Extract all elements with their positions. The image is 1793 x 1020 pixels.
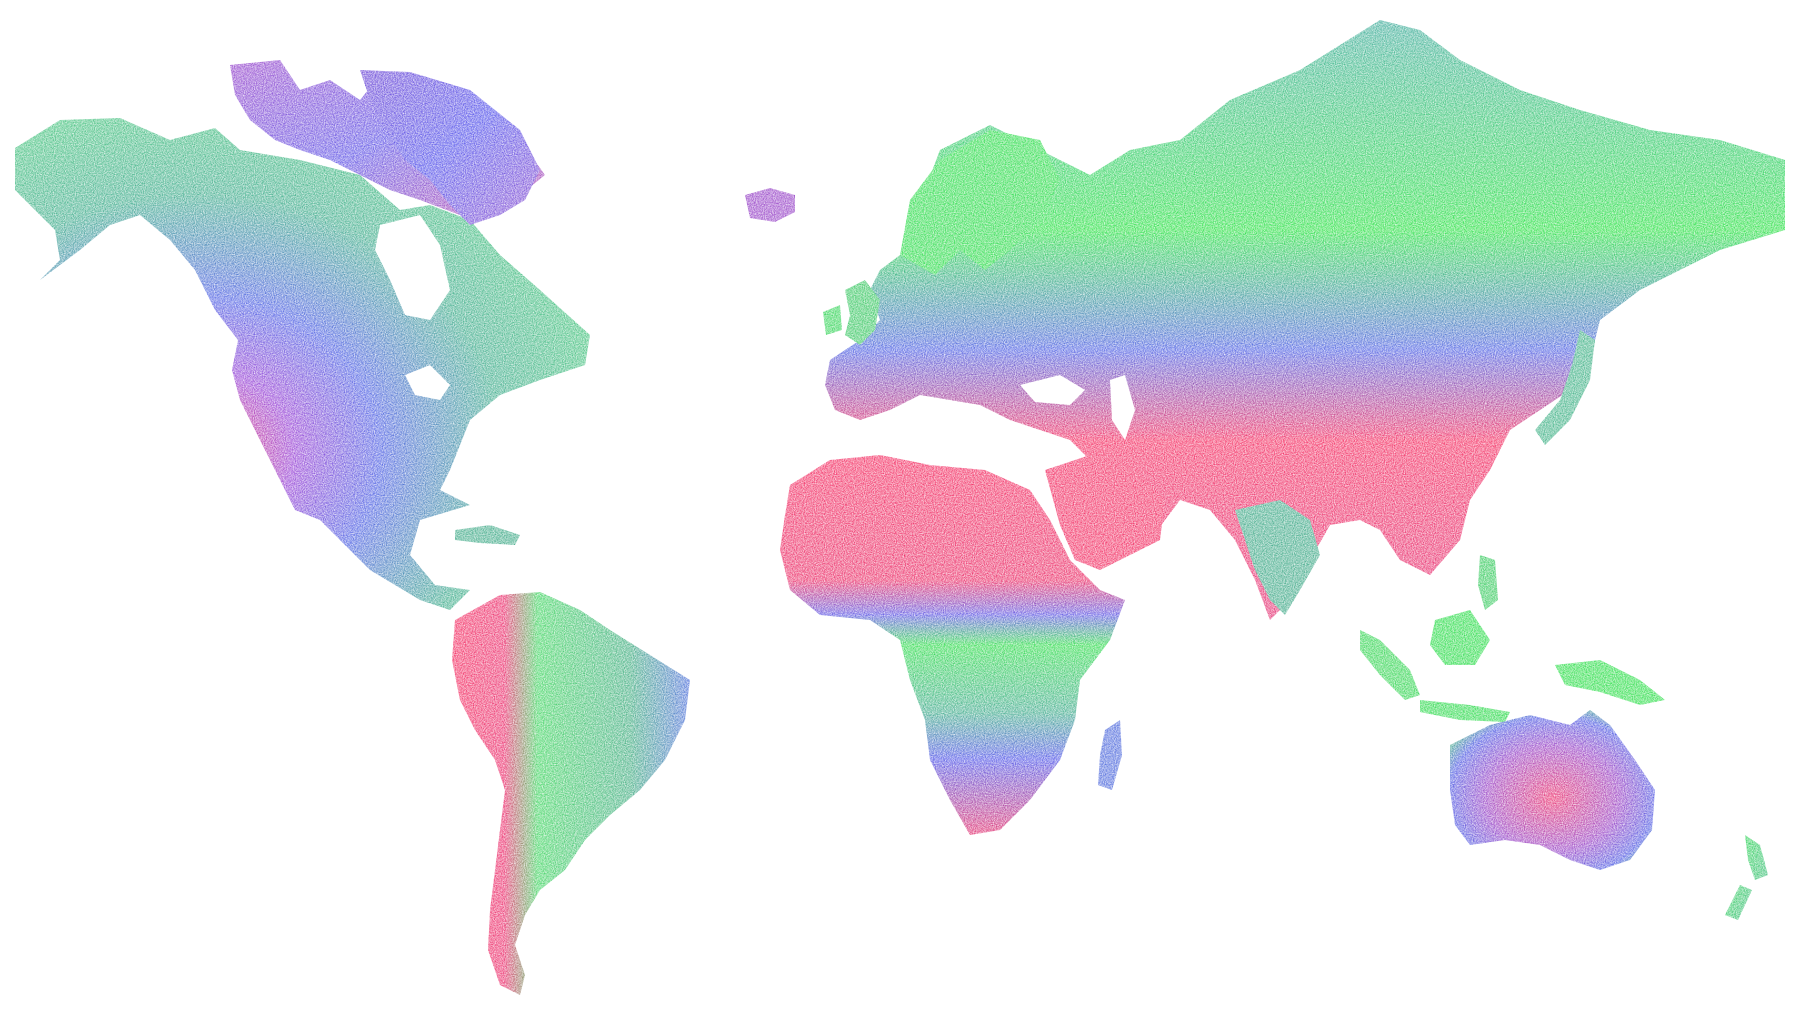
java [1420,700,1510,722]
eurasia [825,20,1785,620]
australia [1450,710,1655,870]
sumatra [1360,630,1420,700]
scandinavia [900,130,1060,275]
indonesia-borneo [1430,610,1490,665]
iceland [745,188,795,222]
british-isles [845,280,880,345]
ireland [823,305,842,335]
arabian-peninsula [1045,455,1165,570]
north-america [15,118,590,610]
new-zealand [1725,835,1768,920]
madagascar [1098,720,1122,790]
new-guinea [1555,660,1665,705]
philippines [1478,555,1498,610]
south-america [452,592,690,995]
japan [1535,330,1595,445]
caribbean-islands [455,525,520,545]
greenland [360,70,540,225]
india [1235,500,1320,615]
africa [780,455,1125,835]
